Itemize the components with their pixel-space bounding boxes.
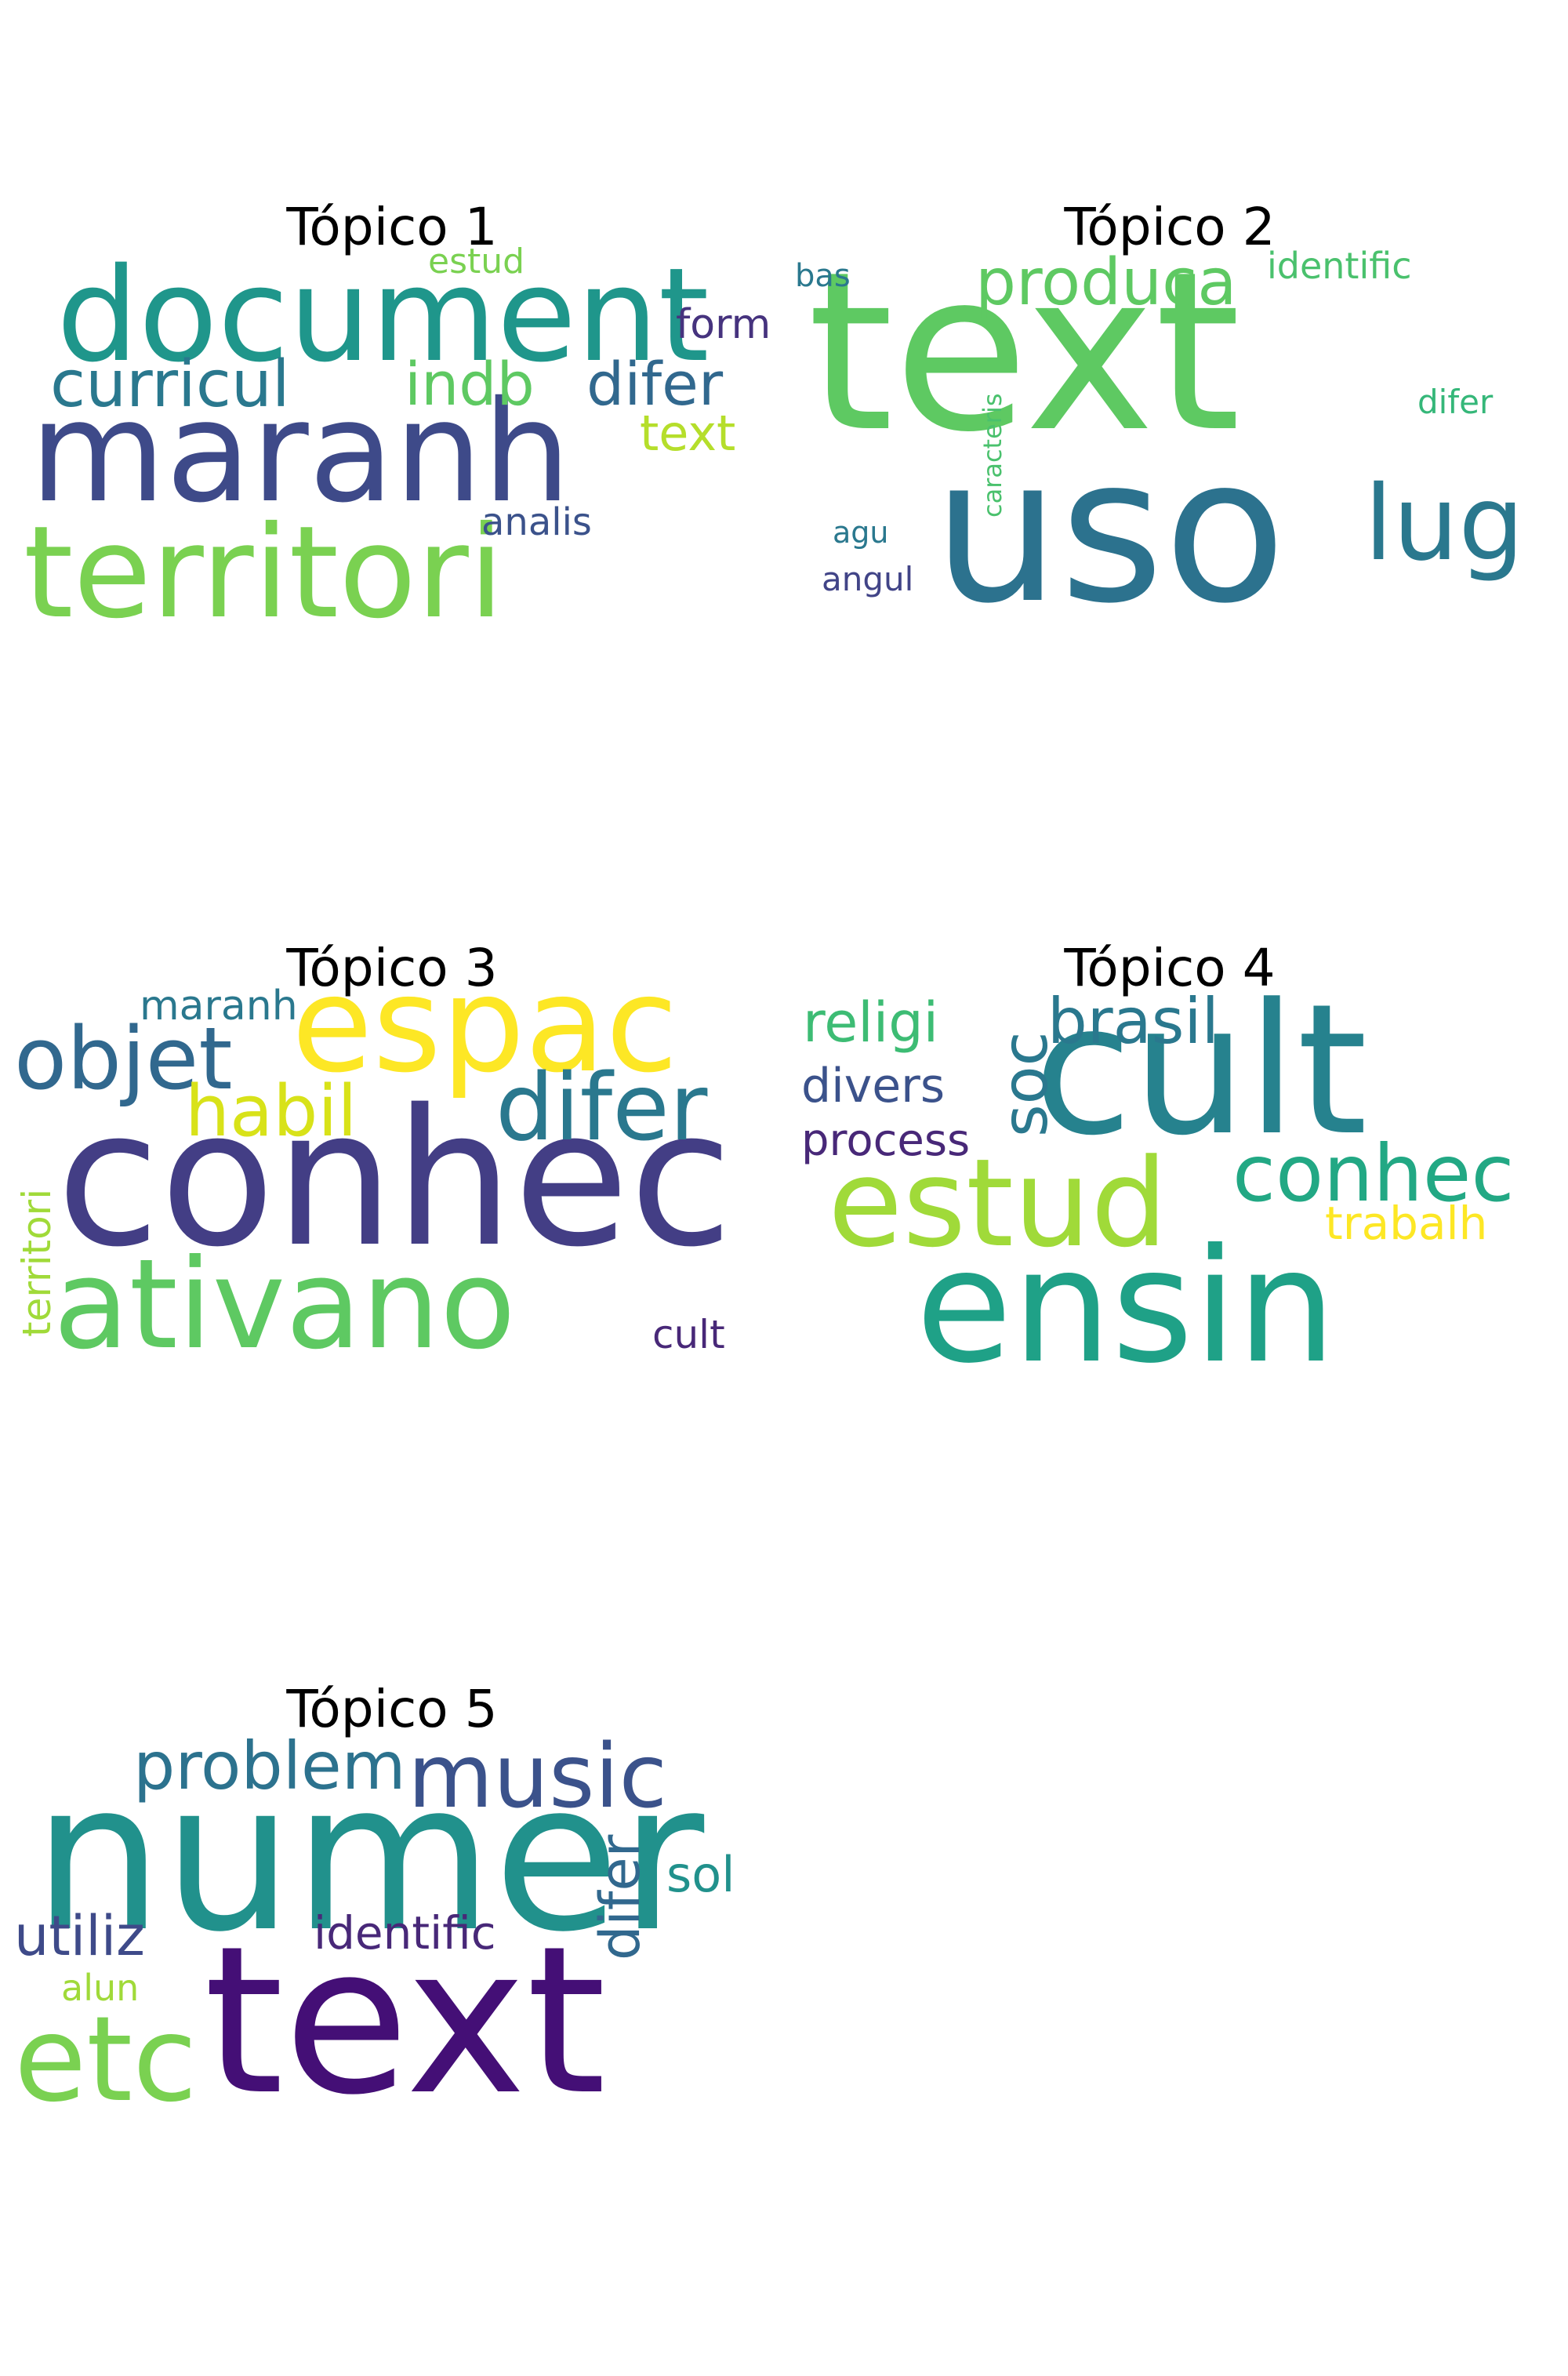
topic-title: Tópico 3 <box>286 938 498 998</box>
word: alun <box>61 1967 140 2009</box>
word: analis <box>481 500 592 544</box>
word: problem <box>133 1728 406 1804</box>
word: brasil <box>1047 985 1219 1058</box>
word: difer <box>1417 383 1494 421</box>
word: caracteris <box>978 393 1007 518</box>
wordcloud-topic-2: Tópico 2 text uso produca identific bas … <box>778 188 1562 894</box>
word: difer <box>495 1053 708 1161</box>
word: etc <box>14 1992 198 2128</box>
word: estud <box>828 1132 1168 1274</box>
word: soc <box>989 1031 1062 1137</box>
word: trabalh <box>1325 1197 1488 1250</box>
wordcloud-topic-5: Tópico 5 numer text problem music difer … <box>0 1670 784 2376</box>
word: cult <box>652 1312 725 1357</box>
word: uso <box>933 415 1287 648</box>
word: form <box>676 301 771 348</box>
word: music <box>408 1726 668 1828</box>
word: text <box>640 405 736 462</box>
word: religi <box>803 990 939 1055</box>
word: conhec <box>1232 1128 1515 1219</box>
word: identific <box>314 1906 496 1960</box>
word: utiliz <box>14 1904 145 1968</box>
word: numer <box>33 1738 705 1977</box>
wordcloud-topic-4: Tópico 4 cult ensin estud conhec religi … <box>778 929 1562 1635</box>
topic-title: Tópico 4 <box>1064 938 1276 998</box>
topic-title: Tópico 5 <box>286 1679 498 1739</box>
word: ativano <box>53 1233 516 1377</box>
word: difer <box>586 349 724 419</box>
word: indb <box>405 349 535 419</box>
word: curricul <box>50 347 290 422</box>
word: process <box>801 1115 971 1166</box>
word: maranh <box>30 371 572 533</box>
word: objet <box>14 1008 233 1109</box>
word: estud <box>428 242 525 282</box>
word: lug <box>1364 463 1525 584</box>
word: divers <box>801 1059 946 1114</box>
word: bas <box>795 258 851 294</box>
word: ensin <box>916 1215 1337 1398</box>
word: maranh <box>140 983 298 1030</box>
word: text <box>808 225 1241 481</box>
word: cult <box>1033 966 1368 1175</box>
word: text <box>204 1903 607 2140</box>
word: difer <box>588 1834 652 1960</box>
topic-title: Tópico 2 <box>1064 197 1276 257</box>
word: produca <box>975 245 1237 320</box>
word: conhec <box>56 1069 733 1288</box>
word: espac <box>292 948 678 1102</box>
word: territori <box>14 1188 60 1337</box>
word: territori <box>24 500 504 647</box>
word: habil <box>185 1070 358 1153</box>
word: document <box>56 240 710 391</box>
word: sol <box>666 1846 735 1903</box>
word: identific <box>1267 245 1412 287</box>
word: angul <box>822 560 914 598</box>
topic-title: Tópico 1 <box>286 197 498 257</box>
wordcloud-topic-3: Tópico 3 conhec espac objet maranh difer… <box>0 929 784 1635</box>
wordcloud-topic-1: Tópico 1 document maranh territori curri… <box>0 188 784 894</box>
word: agu <box>833 515 889 550</box>
